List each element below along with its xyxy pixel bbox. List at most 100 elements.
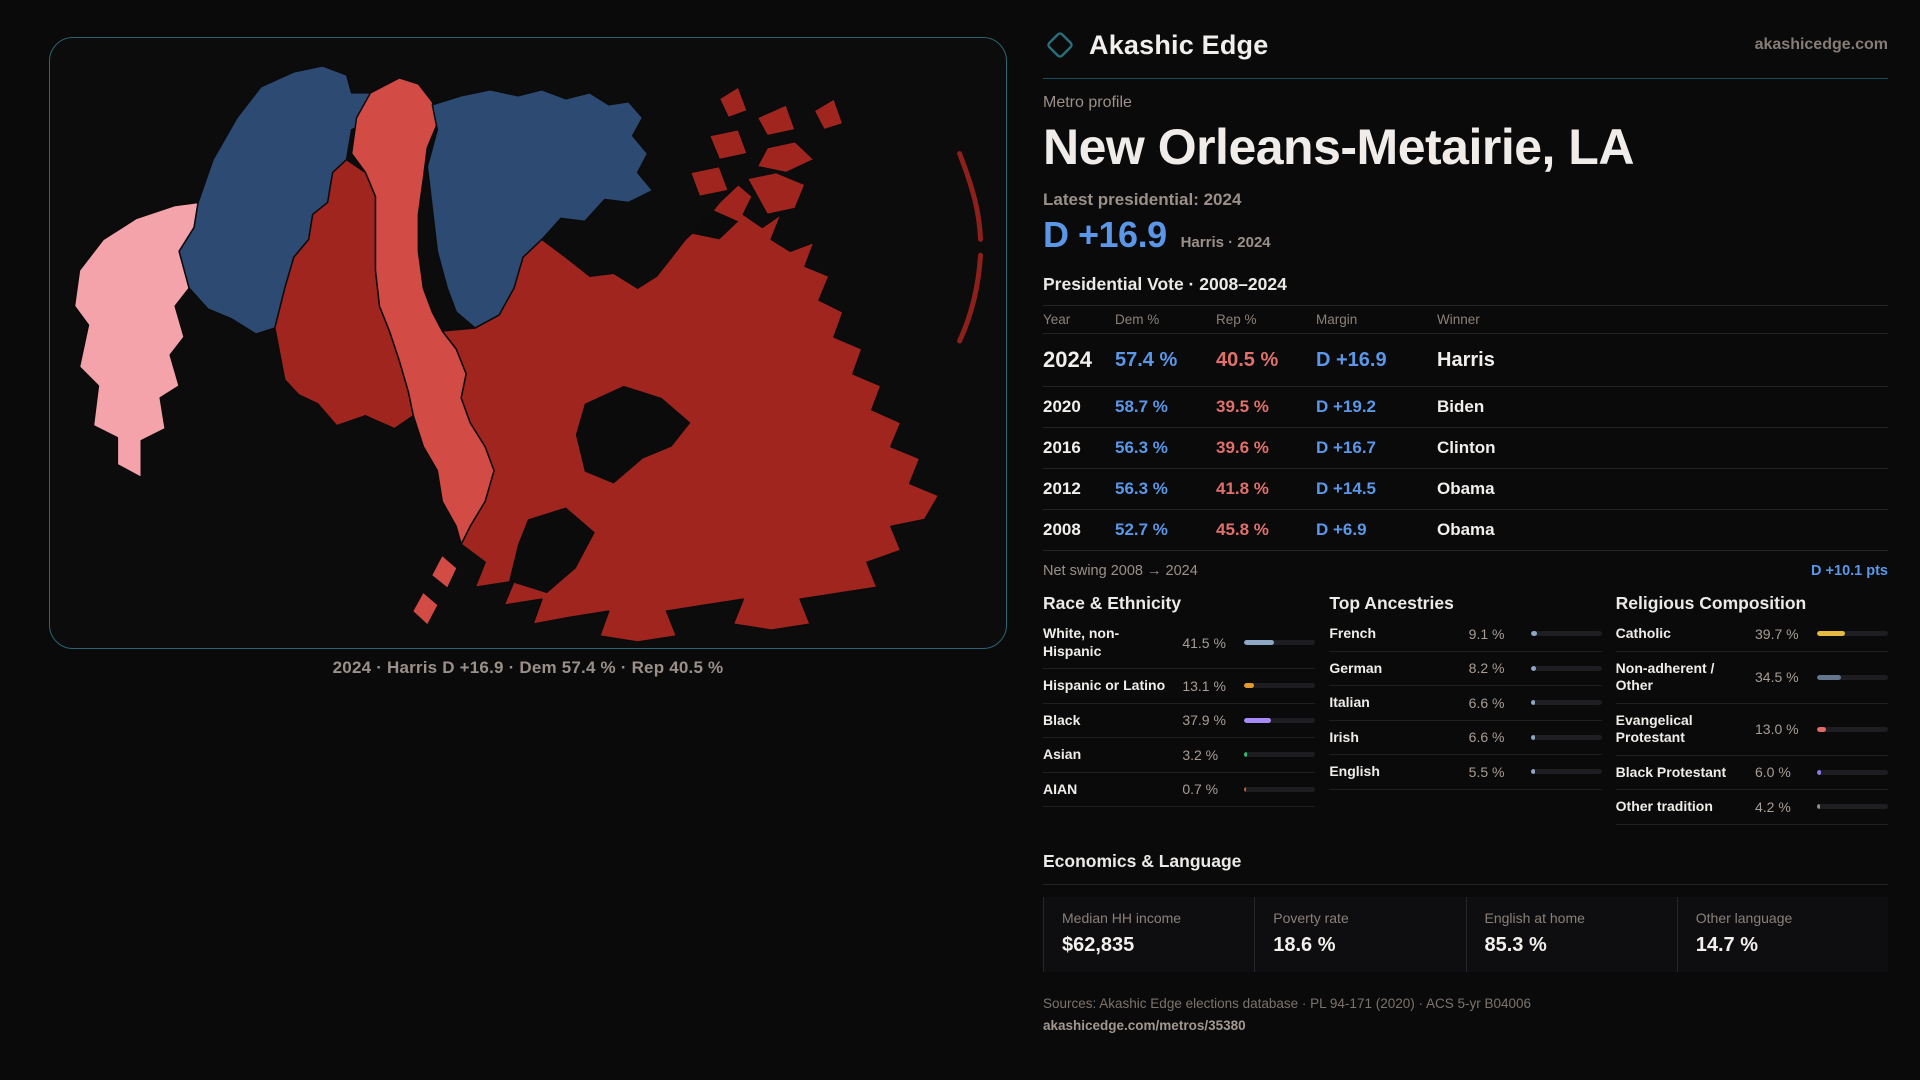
cell-year: 2016 xyxy=(1043,438,1081,457)
diamond-logo-icon xyxy=(1047,32,1073,58)
stat-row: Evangelical Protestant 13.0 % xyxy=(1615,704,1888,756)
stat-bar xyxy=(1244,717,1316,723)
stat-label: Italian xyxy=(1329,694,1370,710)
cell-winner: Harris xyxy=(1437,348,1495,371)
stat-cell: Other language 14.7 % xyxy=(1676,896,1888,972)
race-heading: Race & Ethnicity xyxy=(1043,593,1182,613)
col-margin: Margin xyxy=(1316,312,1358,327)
cell-rep-pct: 41.8 % xyxy=(1216,479,1269,498)
brand: Akashic Edge xyxy=(1043,28,1268,62)
cell-dem-pct: 57.4 % xyxy=(1115,348,1178,371)
stat-value: 4.2 % xyxy=(1755,798,1791,815)
cell-year: 2012 xyxy=(1043,479,1081,498)
stat-label: Black Protestant xyxy=(1615,763,1727,780)
stat-bar xyxy=(1530,665,1602,671)
stat-row: Italian 6.6 % xyxy=(1329,686,1602,721)
map-parish-lean-dem xyxy=(73,201,199,479)
sources-line: Sources: Akashic Edge elections database… xyxy=(1043,995,1532,1011)
stat-bar xyxy=(1244,640,1316,645)
cell-margin: D +19.2 xyxy=(1316,397,1377,416)
stat-label: Other tradition xyxy=(1615,798,1713,814)
cell-dem-pct: 56.3 % xyxy=(1115,438,1168,457)
stat-label: Catholic xyxy=(1615,625,1671,641)
cell-margin: D +6.9 xyxy=(1316,520,1367,539)
headline-margin: D +16.9 xyxy=(1043,214,1167,255)
stat-bar xyxy=(1817,769,1888,775)
stat-cell: English at home 85.3 % xyxy=(1465,896,1677,972)
stat-cell-value: 14.7 % xyxy=(1695,933,1759,956)
stat-label: Hispanic or Latino xyxy=(1043,677,1166,693)
col-rep: Rep % xyxy=(1216,312,1257,327)
stat-value: 5.5 % xyxy=(1468,763,1505,780)
vote-table-header: Year Dem % Rep % Margin Winner xyxy=(1043,306,1888,334)
page-title: New Orleans-Metairie, LA xyxy=(1043,119,1634,175)
stat-cell-value: $62,835 xyxy=(1062,933,1135,956)
permalink: akashicedge.com/metros/35380 xyxy=(1043,1017,1246,1033)
stat-bar xyxy=(1530,769,1602,775)
metro-choropleth-map xyxy=(49,37,1007,649)
col-year: Year xyxy=(1043,312,1071,327)
ancestries-section: Top Ancestries French 9.1 % German 8.2 % xyxy=(1329,593,1602,825)
stat-value: 41.5 % xyxy=(1182,634,1226,651)
table-row: 2012 56.3 % 41.8 % D +14.5 Obama xyxy=(1043,469,1888,510)
stat-cell: Poverty rate 18.6 % xyxy=(1254,896,1465,972)
stat-value: 13.1 % xyxy=(1182,677,1226,694)
stat-value: 9.1 % xyxy=(1468,625,1505,642)
brand-domain: akashicedge.com xyxy=(1754,36,1888,53)
col-winner: Winner xyxy=(1437,312,1480,327)
stat-label: White, non-Hispanic xyxy=(1043,625,1120,659)
religion-section: Religious Composition Catholic 39.7 % No… xyxy=(1615,593,1888,825)
stat-label: French xyxy=(1329,625,1377,641)
cell-year: 2008 xyxy=(1043,520,1081,539)
footer: Sources: Akashic Edge elections database… xyxy=(1043,996,1888,1033)
map-water-bay xyxy=(575,385,691,484)
cell-dem-pct: 52.7 % xyxy=(1115,520,1168,539)
stat-cell-label: Median HH income xyxy=(1062,909,1182,926)
presidential-vote-table: Year Dem % Rep % Margin Winner 2024 57.4… xyxy=(1043,305,1888,551)
map-parish-strong-dem-east xyxy=(426,89,654,329)
demographics-grid: Race & Ethnicity White, non-Hispanic 41.… xyxy=(1043,593,1888,825)
stat-bar xyxy=(1244,752,1316,758)
net-swing-row: Net swing 2008 → 2024 D +10.1 pts xyxy=(1043,551,1888,593)
latest-presidential-label: Latest presidential: 2024 xyxy=(1043,190,1242,209)
stat-cell-value: 85.3 % xyxy=(1484,933,1547,956)
cell-dem-pct: 58.7 % xyxy=(1115,397,1168,416)
cell-rep-pct: 45.8 % xyxy=(1216,520,1269,539)
stat-row: Hispanic or Latino 13.1 % xyxy=(1043,669,1316,704)
stat-bar xyxy=(1817,804,1888,810)
stat-bar xyxy=(1530,631,1602,637)
brand-header: Akashic Edge akashicedge.com xyxy=(1043,28,1888,79)
map-svg xyxy=(73,65,984,643)
stat-bar xyxy=(1244,786,1316,792)
stat-cell-label: English at home xyxy=(1484,909,1585,926)
cell-winner: Obama xyxy=(1437,520,1495,539)
stat-label: Asian xyxy=(1043,746,1082,762)
stat-label: Black xyxy=(1043,711,1081,728)
cell-year: 2020 xyxy=(1043,397,1081,416)
stat-bar xyxy=(1817,674,1888,680)
cell-margin: D +16.7 xyxy=(1316,438,1377,457)
stat-row: White, non-Hispanic 41.5 % xyxy=(1043,617,1316,669)
stat-bar xyxy=(1530,700,1602,706)
cell-winner: Clinton xyxy=(1437,438,1496,457)
economics-heading: Economics & Language xyxy=(1043,851,1888,885)
stat-cell: Median HH income $62,835 xyxy=(1043,896,1254,972)
stat-bar xyxy=(1244,683,1316,689)
vote-table-body: 2024 57.4 % 40.5 % D +16.9 Harris 2020 5… xyxy=(1043,334,1888,551)
table-row: 2020 58.7 % 39.5 % D +19.2 Biden xyxy=(1043,387,1888,428)
stat-row: German 8.2 % xyxy=(1329,652,1602,686)
stat-label: Irish xyxy=(1329,728,1359,745)
ancestries-heading: Top Ancestries xyxy=(1329,593,1454,613)
stat-row: Asian 3.2 % xyxy=(1043,738,1316,773)
stat-label: Evangelical Protestant xyxy=(1615,711,1693,746)
col-dem: Dem % xyxy=(1115,312,1160,327)
stat-cell-label: Poverty rate xyxy=(1273,909,1349,926)
stat-cell-value: 18.6 % xyxy=(1273,933,1336,956)
table-row: 2016 56.3 % 39.6 % D +16.7 Clinton xyxy=(1043,428,1888,469)
stat-label: German xyxy=(1329,659,1383,676)
race-ethnicity-section: Race & Ethnicity White, non-Hispanic 41.… xyxy=(1043,593,1316,825)
stat-row: AIAN 0.7 % xyxy=(1043,773,1316,807)
headline-context: Harris · 2024 xyxy=(1180,234,1271,251)
economics-stats: Median HH income $62,835 Poverty rate 18… xyxy=(1043,896,1888,972)
cell-year: 2024 xyxy=(1043,347,1092,372)
